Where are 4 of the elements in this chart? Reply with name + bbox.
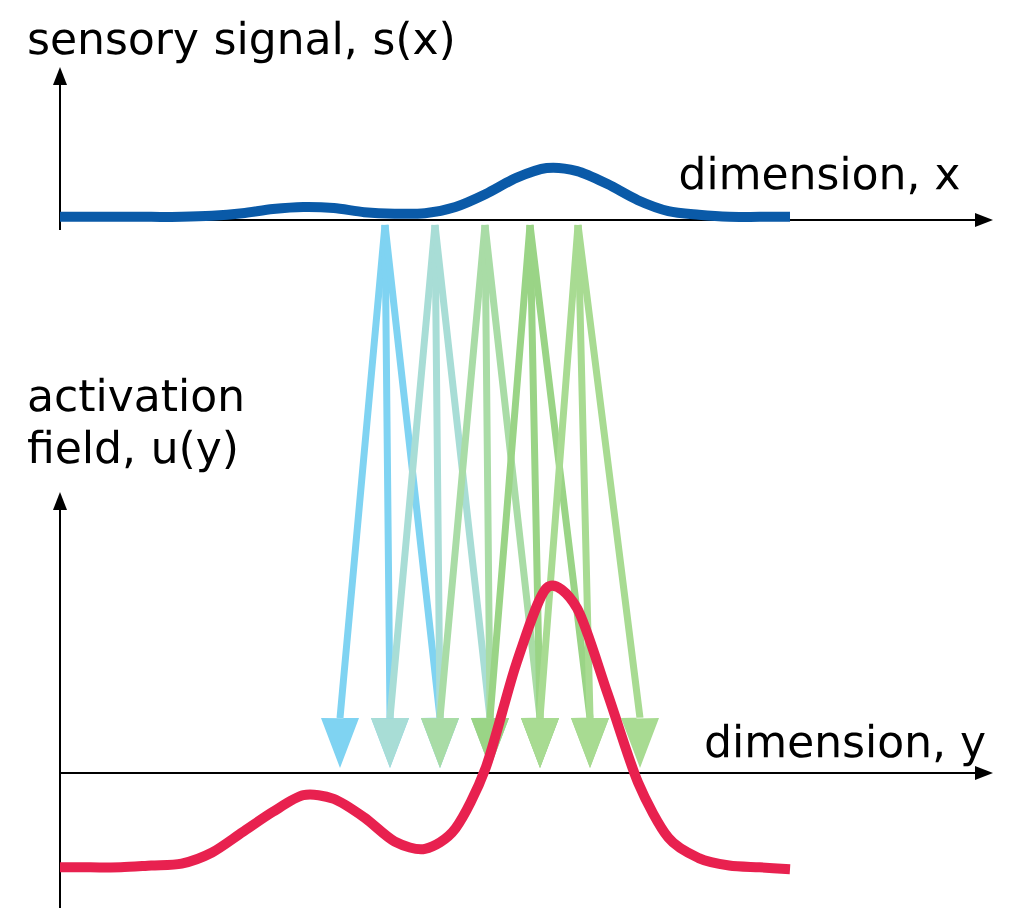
x-axis-title: dimension, y	[706, 723, 985, 767]
y-axis-title: sensory signal, s(x)	[29, 20, 452, 64]
x-axis-title: dimension, x	[680, 155, 959, 195]
y-axis-title: activation field, u(y)	[28, 377, 242, 473]
